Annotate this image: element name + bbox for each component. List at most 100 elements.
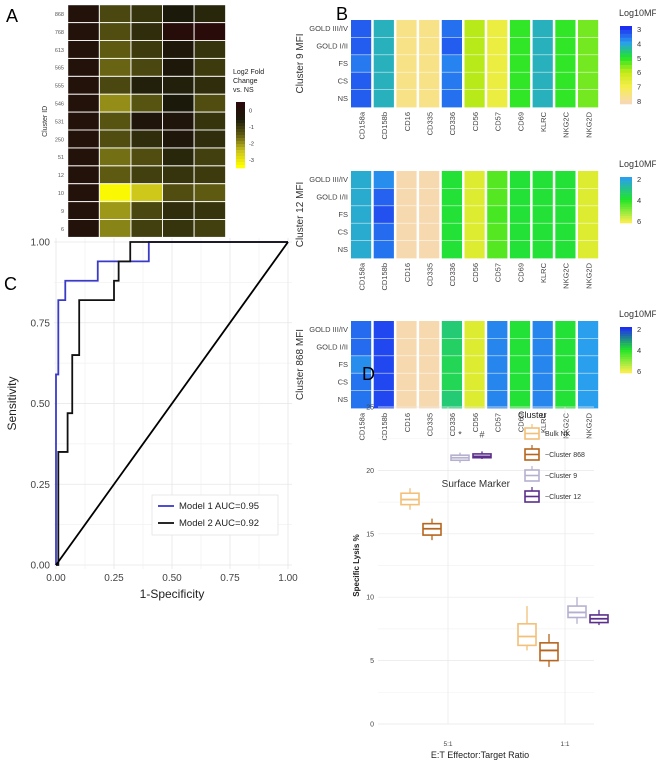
legend-color-step — [620, 26, 632, 31]
panel-c: 0.00 0.25 0.50 0.75 1.00 0.00 0.25 0.50 0.75 1.00… — [5, 237, 298, 601]
marker-heatmap-cell — [487, 355, 508, 374]
column-label: CD335 — [425, 413, 434, 436]
legend-color-step — [620, 190, 632, 194]
legend-color-step — [620, 193, 632, 196]
heatmap-cell — [194, 130, 226, 148]
heatmap-cell — [194, 22, 226, 41]
marker-heatmap-cell — [441, 240, 462, 259]
marker-heatmap-cell — [419, 205, 440, 224]
legend-color-step — [620, 37, 632, 42]
y-tick-label: 768 — [55, 30, 64, 36]
marker-heatmap-cell — [351, 20, 372, 38]
y-tick-label: 12 — [58, 173, 64, 179]
legend-color-step — [236, 144, 245, 148]
legend-color-step — [620, 33, 632, 38]
marker-heatmap-cell — [351, 188, 372, 207]
legend-box — [151, 494, 279, 536]
column-label: CD57 — [494, 112, 503, 131]
marker-heatmap-cell — [351, 373, 372, 391]
marker-heatmap-cell — [532, 355, 553, 374]
heatmap-cell — [162, 201, 195, 220]
legend-color-step — [620, 72, 632, 77]
row-label: CS — [338, 76, 348, 85]
marker-heatmap-cell — [464, 205, 485, 224]
heatmap-cell — [162, 22, 195, 41]
heatmap-cell — [162, 130, 195, 148]
legend-color-step — [236, 102, 245, 106]
x-tick-label: 1:1 — [560, 741, 569, 748]
marker-heatmap-cell — [373, 240, 394, 259]
box-body — [517, 623, 537, 647]
row-label: GOLD III/IV — [309, 175, 348, 184]
marker-heatmap-cell — [487, 72, 508, 90]
marker-heatmap-cell — [373, 171, 394, 189]
y-tick-label: 868 — [55, 12, 64, 18]
heatmap-cell — [99, 165, 131, 184]
marker-heatmap-cell — [396, 20, 417, 38]
heatmap-cell — [99, 58, 131, 77]
legend-color-step — [620, 53, 632, 58]
legend-color-step — [236, 132, 245, 136]
subplot-y-label: Cluster 868 MFI — [295, 329, 306, 400]
subplot-y-label: Cluster 9 MFI — [295, 33, 306, 93]
heatmap-cell — [162, 58, 195, 77]
legend-color-step — [620, 41, 632, 46]
marker-heatmap-cell — [419, 188, 440, 207]
marker-heatmap-cell — [419, 223, 440, 241]
marker-heatmap-cell — [441, 72, 462, 90]
marker-heatmap-cell — [487, 89, 508, 108]
box-body — [539, 642, 559, 662]
roc-curve-0 — [55, 241, 288, 565]
legend-color-step — [620, 57, 632, 62]
marker-heatmap-cell — [532, 188, 553, 207]
legend-color-step — [236, 165, 245, 169]
x-tick-label: 0.50 — [162, 573, 182, 584]
marker-heatmap-cell — [441, 20, 462, 38]
marker-heatmap-cell — [555, 20, 576, 38]
marker-heatmap-cell — [373, 205, 394, 224]
heatmap-cell — [162, 165, 195, 184]
marker-heatmap-cell — [396, 223, 417, 241]
panel-letter-b: B — [336, 4, 348, 24]
column-label: NKG2C — [562, 262, 571, 288]
legend-tick: 4 — [637, 346, 641, 355]
heatmap-cell — [130, 183, 163, 202]
marker-heatmap-cell — [532, 72, 553, 90]
column-label: CD158b — [380, 263, 389, 291]
legend-tick: 5 — [637, 54, 641, 63]
marker-heatmap-cell — [351, 321, 372, 339]
y-tick-label: 51 — [58, 155, 64, 161]
marker-heatmap-cell — [487, 321, 508, 339]
heatmap-cell — [67, 183, 100, 202]
legend-title: Log10MFI — [619, 309, 656, 319]
legend-color-step — [620, 197, 632, 201]
legend-color-step — [236, 150, 245, 154]
marker-heatmap-cell — [351, 171, 372, 189]
marker-heatmap-cell — [351, 355, 372, 374]
legend-color-step — [236, 114, 245, 118]
marker-heatmap-cell — [419, 338, 440, 357]
legend-color-step — [620, 195, 632, 198]
legend-color-step — [236, 117, 245, 121]
heatmap-cell — [99, 40, 131, 59]
marker-heatmap-cell — [487, 390, 508, 409]
legend-tick: 4 — [637, 39, 641, 48]
heatmap-cell — [130, 147, 163, 166]
heatmap-cell — [67, 219, 100, 238]
heatmap-cell — [99, 4, 131, 23]
marker-heatmap-cell — [419, 321, 440, 339]
marker-heatmap-cell — [373, 223, 394, 241]
legend-color-step — [620, 347, 632, 351]
marker-heatmap-cell — [351, 72, 372, 90]
legend-color-step — [620, 29, 632, 35]
legend-color-step — [620, 340, 632, 344]
column-label: CD158a — [357, 412, 366, 440]
marker-heatmap-cell — [509, 72, 531, 90]
marker-heatmap-cell — [351, 223, 372, 241]
marker-heatmap-cell — [419, 355, 440, 374]
heatmap-cell — [162, 183, 195, 202]
marker-heatmap-cell — [396, 171, 417, 189]
heatmap-cell — [130, 130, 163, 148]
legend-title: Cluster — [518, 410, 547, 420]
column-label: NKG2D — [584, 412, 593, 438]
